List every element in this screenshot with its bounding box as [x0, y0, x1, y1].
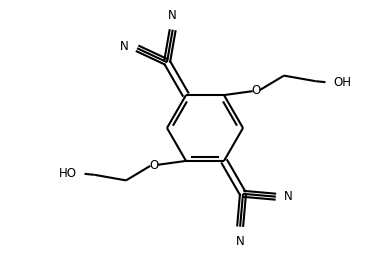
Text: OH: OH	[333, 76, 351, 89]
Text: N: N	[236, 235, 244, 248]
Text: N: N	[284, 190, 293, 203]
Text: N: N	[168, 9, 177, 22]
Text: O: O	[251, 84, 260, 97]
Text: HO: HO	[58, 167, 76, 180]
Text: O: O	[150, 159, 159, 172]
Text: N: N	[120, 40, 129, 53]
